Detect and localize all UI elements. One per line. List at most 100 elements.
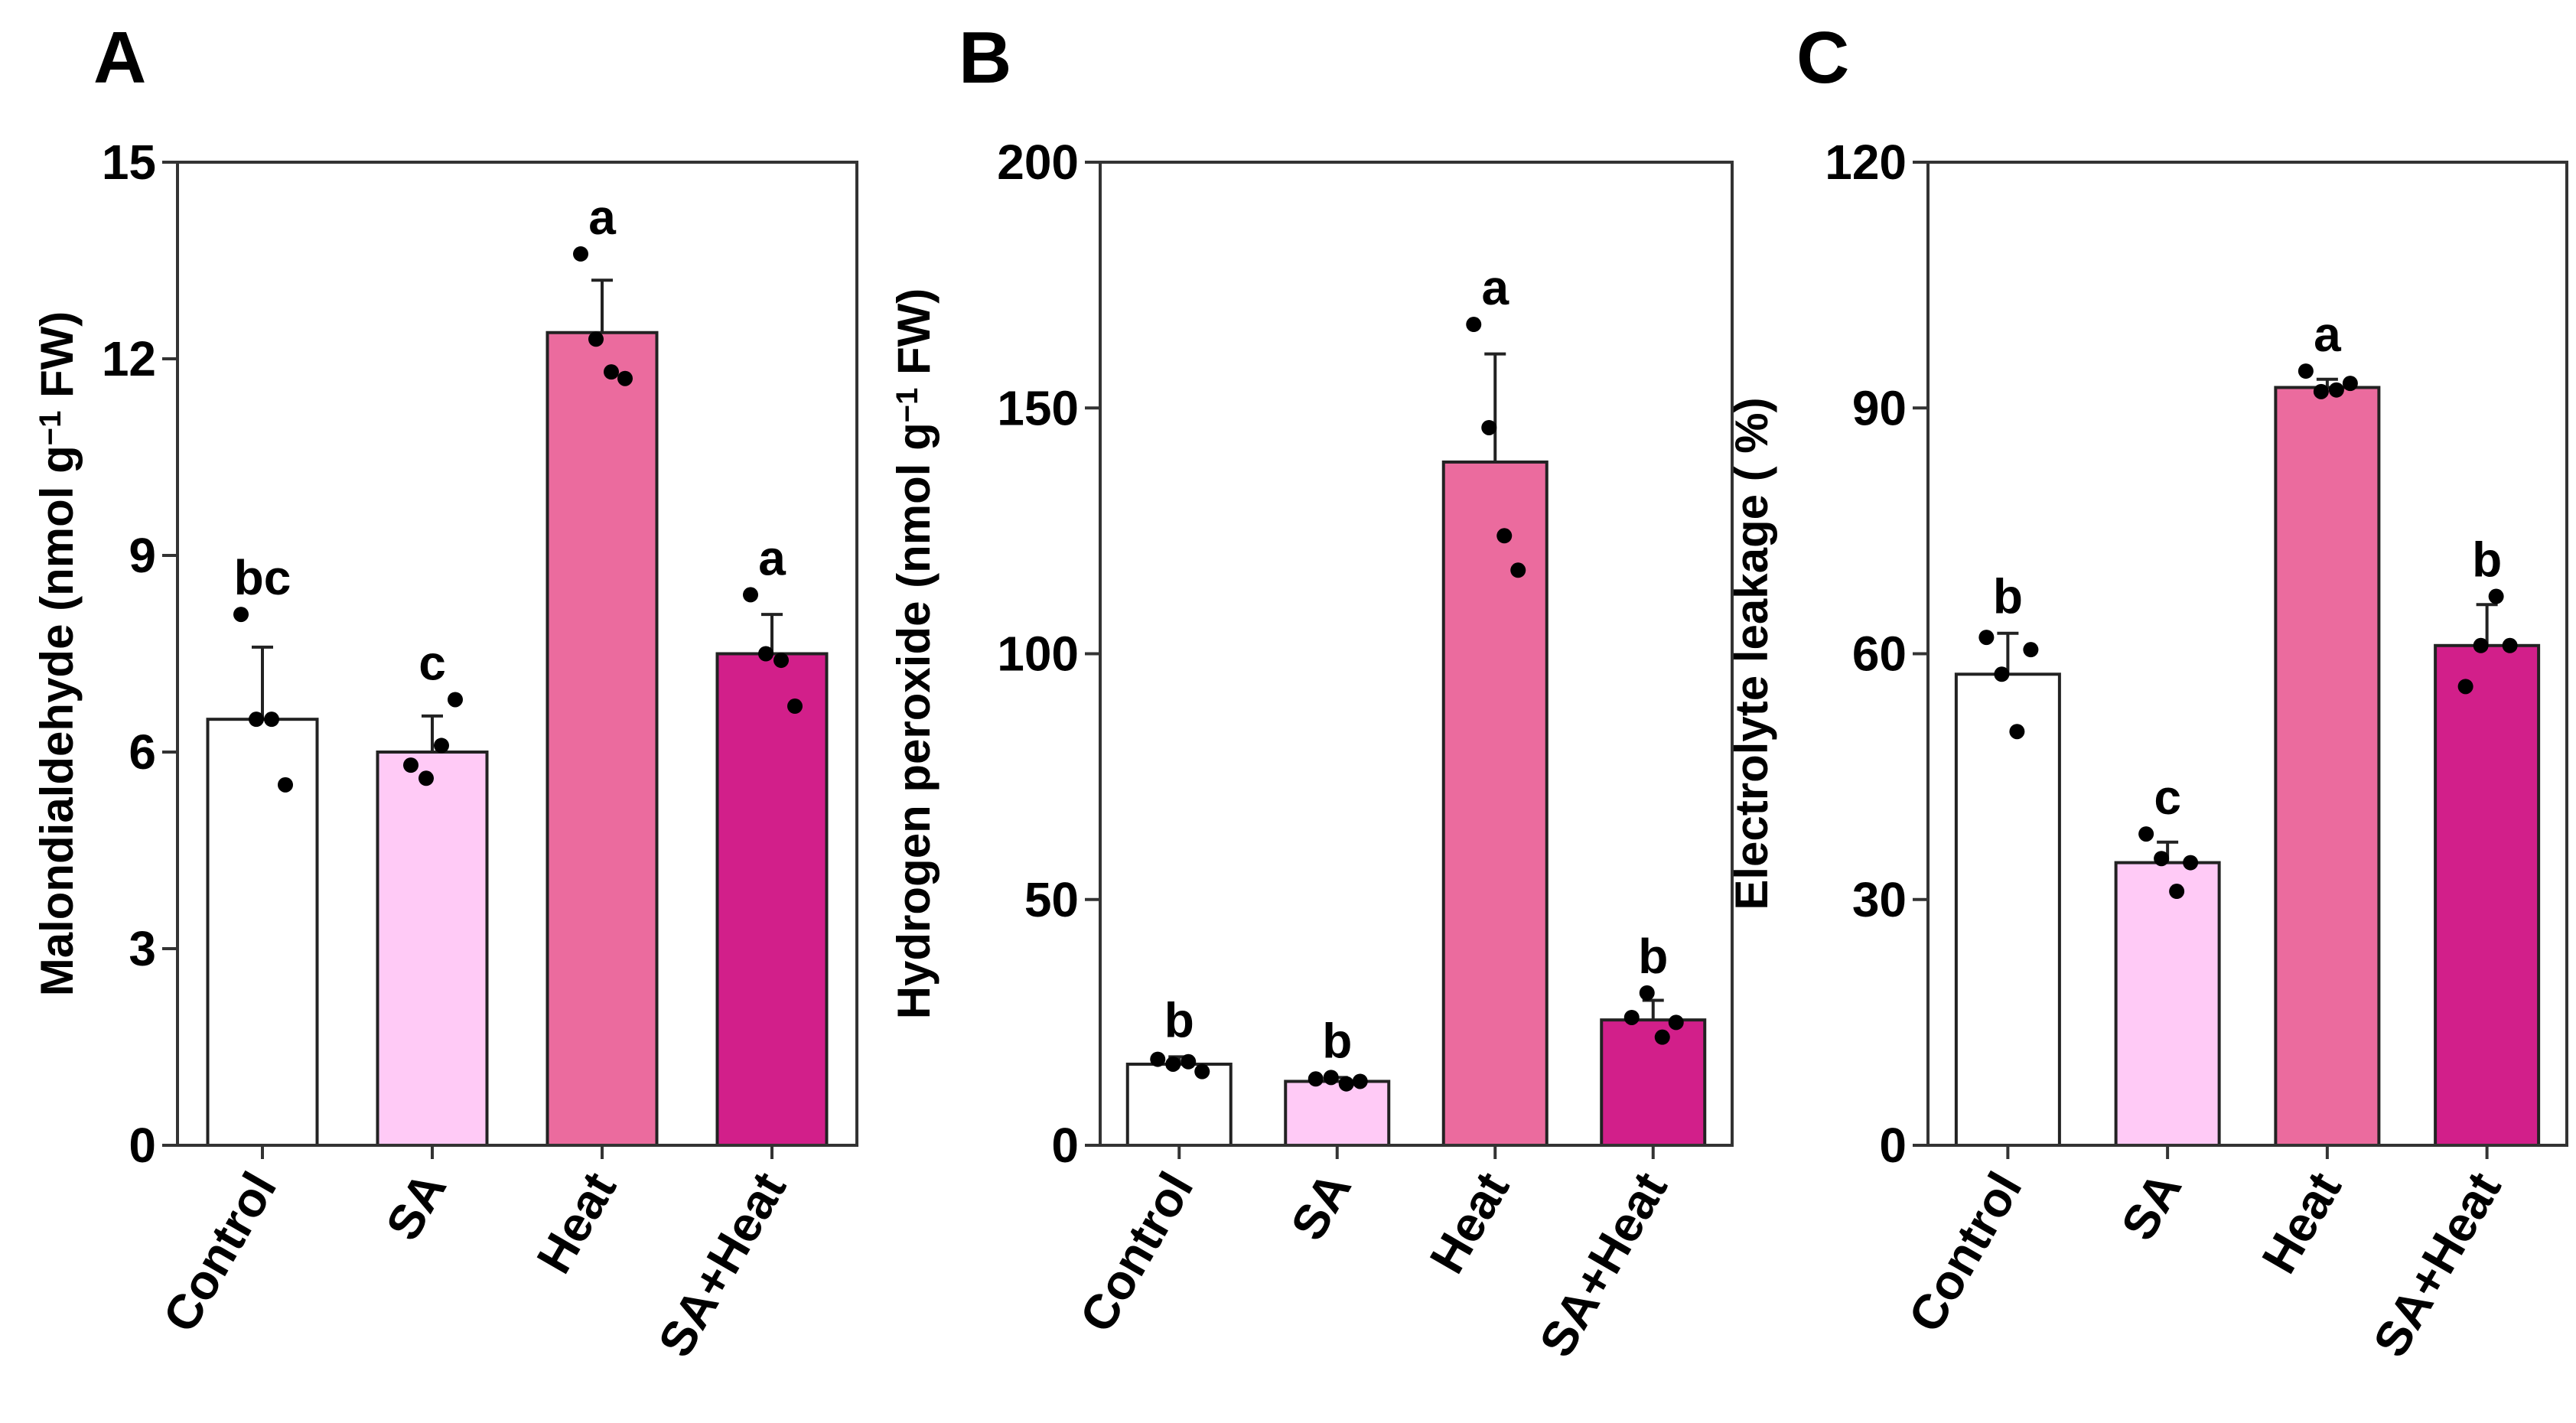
- x-category-label: SA+Heat: [1529, 1163, 1678, 1366]
- bar-control: [1125, 1062, 1233, 1148]
- y-tick-label: 0: [1879, 1118, 1907, 1173]
- significance-letter: c: [2154, 770, 2181, 825]
- data-point: [1338, 1076, 1354, 1092]
- y-axis-label: Hydrogen peroxide (nmol g−1 FW): [888, 288, 940, 1020]
- data-point: [1150, 1051, 1166, 1067]
- y-tick-label: 3: [129, 921, 156, 976]
- panel-letter: C: [1796, 17, 1849, 99]
- panel-c: C Electrolyte leakage ( %) 0 30 60 90 120 b c a b C…: [1726, 17, 2568, 1366]
- data-point: [278, 777, 293, 793]
- significance-letter: b: [1164, 992, 1194, 1047]
- data-point: [448, 692, 463, 708]
- significance-letter: b: [1322, 1013, 1352, 1068]
- bar-heat: [2274, 386, 2381, 1147]
- data-point: [1654, 1029, 1670, 1045]
- panel-letter: B: [959, 17, 1011, 99]
- data-point: [1165, 1056, 1181, 1072]
- data-point: [2298, 363, 2314, 379]
- data-point: [2009, 724, 2025, 740]
- bar-heat: [1441, 460, 1549, 1147]
- y-tick-label: 150: [997, 380, 1079, 435]
- data-point: [1668, 1014, 1684, 1031]
- y-axis-label: Electrolyte leakage ( %): [1726, 397, 1777, 910]
- data-point: [1481, 419, 1497, 435]
- x-category-label: SA: [2110, 1163, 2192, 1249]
- y-tick-label: 60: [1852, 627, 1907, 682]
- y-axis-label-text: Electrolyte leakage ( %): [1726, 397, 1777, 910]
- y-tick-label: 9: [129, 528, 156, 583]
- x-category-label: Control: [1069, 1163, 1203, 1341]
- x-category-label: Heat: [526, 1163, 627, 1282]
- data-point: [1194, 1063, 1210, 1079]
- y-tick-label: 0: [1051, 1118, 1079, 1173]
- bar-heat: [545, 331, 659, 1148]
- data-point: [1308, 1071, 1324, 1087]
- x-category-label: SA: [375, 1163, 457, 1249]
- plot-frame: [176, 161, 858, 1147]
- y-axis-label-text: Hydrogen peroxide (nmol g: [888, 422, 940, 1019]
- data-point: [249, 712, 264, 728]
- bar-sa: [2114, 861, 2221, 1147]
- significance-letter: b: [1993, 569, 2023, 624]
- bar-sa-heat: [1600, 1018, 1707, 1147]
- data-point: [1352, 1073, 1368, 1089]
- y-axis-label-superscript: −1: [34, 411, 67, 446]
- data-point: [2023, 642, 2039, 658]
- data-point: [403, 757, 418, 773]
- y-tick-label: 0: [129, 1118, 156, 1173]
- data-point: [588, 331, 604, 347]
- data-point: [1994, 666, 2010, 682]
- y-tick-label: 200: [997, 135, 1079, 190]
- bar-sa-heat: [2434, 643, 2541, 1147]
- plot-frame: [1926, 161, 2568, 1147]
- y-axis-label-text: FW): [888, 288, 940, 388]
- x-category-label: SA: [1280, 1163, 1362, 1249]
- y-tick-label: 6: [129, 725, 156, 780]
- y-tick-label: 15: [102, 135, 156, 190]
- data-point: [617, 370, 633, 386]
- bar-control: [1954, 672, 2061, 1147]
- data-point: [2473, 637, 2489, 653]
- data-point: [773, 653, 789, 669]
- data-point: [604, 364, 619, 380]
- bar-sa: [376, 751, 489, 1147]
- significance-letter: b: [2472, 532, 2502, 588]
- data-point: [1181, 1053, 1197, 1070]
- significance-letter: a: [2314, 307, 2341, 362]
- data-point: [2169, 884, 2185, 900]
- plot-frame: [1099, 161, 1734, 1147]
- data-point: [264, 712, 279, 728]
- data-point: [2342, 376, 2358, 392]
- data-point: [787, 698, 803, 715]
- data-point: [2502, 637, 2518, 653]
- significance-letter: a: [1481, 260, 1509, 315]
- bar-control: [206, 718, 319, 1147]
- y-tick-label: 120: [1825, 135, 1907, 190]
- panel-letter: A: [93, 17, 146, 99]
- data-point: [573, 246, 588, 262]
- y-tick-label: 30: [1852, 872, 1907, 927]
- data-point: [2328, 382, 2344, 398]
- data-point: [1510, 562, 1526, 578]
- y-axis-label: Malondialdehyde (nmol g−1 FW): [31, 311, 83, 997]
- panel-a: A Malondialdehyde (nmol g−1 FW) 0 3 6 9 12 15 bc…: [31, 17, 858, 1366]
- significance-letter: a: [588, 190, 616, 245]
- data-point: [1639, 985, 1655, 1001]
- significance-letter: a: [758, 530, 786, 585]
- bar-sa: [1284, 1079, 1391, 1147]
- data-point: [2138, 826, 2154, 842]
- x-category-label: Heat: [1419, 1163, 1520, 1282]
- x-category-label: Control: [1897, 1163, 2032, 1341]
- significance-letter: c: [418, 635, 446, 690]
- y-tick-label: 12: [102, 331, 156, 386]
- data-point: [1466, 317, 1482, 333]
- x-category-label: SA+Heat: [647, 1163, 796, 1366]
- data-point: [233, 607, 249, 623]
- data-point: [2183, 855, 2199, 871]
- y-tick-label: 90: [1852, 380, 1907, 435]
- data-point: [2457, 679, 2473, 695]
- x-category-label: Heat: [2251, 1163, 2352, 1282]
- significance-letter: bc: [234, 550, 291, 605]
- data-point: [418, 770, 434, 786]
- data-point: [2313, 383, 2329, 399]
